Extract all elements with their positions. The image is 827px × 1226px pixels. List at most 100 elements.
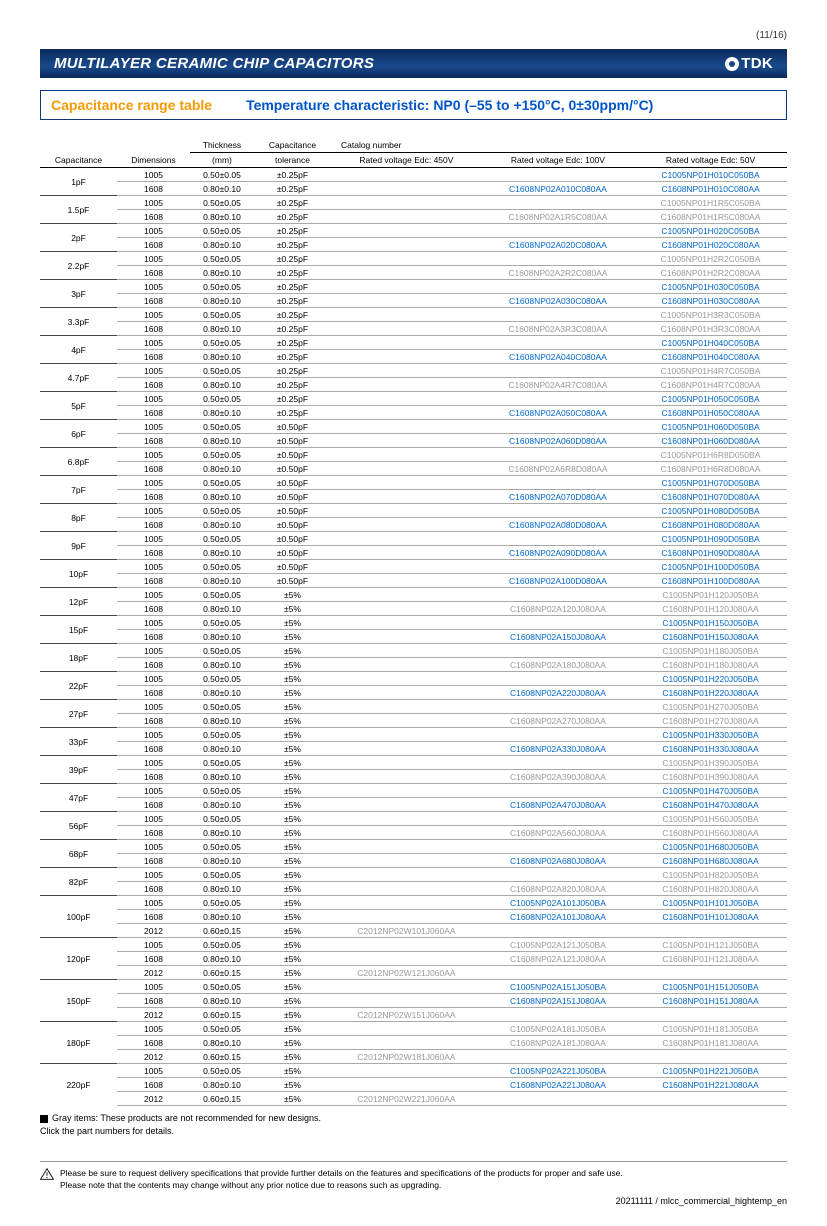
part-50[interactable]: C1005NP01H560J050BA [634,812,787,826]
part-50[interactable]: C1608NP01H390J080AA [634,770,787,784]
part-50[interactable]: C1608NP01H270J080AA [634,714,787,728]
part-50[interactable]: C1608NP01H3R3C080AA [634,322,787,336]
part-100[interactable]: C1608NP02A820J080AA [482,882,634,896]
part-50[interactable]: C1608NP01H180J080AA [634,658,787,672]
part-50[interactable]: C1608NP01H2R2C080AA [634,266,787,280]
part-50[interactable]: C1005NP01H220J050BA [634,672,787,686]
part-50[interactable]: C1608NP01H181J080AA [634,1036,787,1050]
part-50[interactable]: C1005NP01H4R7C050BA [634,364,787,378]
part-50[interactable]: C1005NP01H330J050BA [634,728,787,742]
part-100[interactable]: C1608NP02A040C080AA [482,350,634,364]
part-50[interactable]: C1005NP01H010C050BA [634,168,787,182]
part-100[interactable]: C1005NP02A181J050BA [482,1022,634,1036]
part-50[interactable]: C1608NP01H330J080AA [634,742,787,756]
part-50[interactable]: C1005NP01H090D050BA [634,532,787,546]
part-450[interactable]: C2012NP02W121J060AA [331,966,482,980]
part-50[interactable]: C1005NP01H221J050BA [634,1064,787,1078]
part-50[interactable]: C1608NP01H220J080AA [634,686,787,700]
part-450[interactable]: C2012NP02W221J060AA [331,1092,482,1106]
part-100[interactable]: C1608NP02A390J080AA [482,770,634,784]
part-50[interactable]: C1005NP01H270J050BA [634,700,787,714]
part-100[interactable]: C1608NP02A680J080AA [482,854,634,868]
part-50[interactable]: C1608NP01H151J080AA [634,994,787,1008]
part-50[interactable]: C1005NP01H030C050BA [634,280,787,294]
part-50[interactable]: C1005NP01H100D050BA [634,560,787,574]
part-100[interactable]: C1608NP02A120J080AA [482,602,634,616]
part-50[interactable]: C1608NP01H4R7C080AA [634,378,787,392]
part-50[interactable]: C1005NP01H120J050BA [634,588,787,602]
part-50[interactable]: C1005NP01H121J050BA [634,938,787,952]
part-50[interactable]: C1005NP01H3R3C050BA [634,308,787,322]
part-50[interactable]: C1608NP01H060D080AA [634,434,787,448]
part-50[interactable]: C1608NP01H470J080AA [634,798,787,812]
part-100[interactable]: C1608NP02A3R3C080AA [482,322,634,336]
part-50[interactable]: C1005NP01H680J050BA [634,840,787,854]
part-100[interactable]: C1608NP02A050C080AA [482,406,634,420]
part-100[interactable]: C1608NP02A080D080AA [482,518,634,532]
part-50[interactable]: C1608NP01H121J080AA [634,952,787,966]
part-50[interactable]: C1608NP01H080D080AA [634,518,787,532]
part-450[interactable]: C2012NP02W181J060AA [331,1050,482,1064]
part-50[interactable]: C1608NP01H010C080AA [634,182,787,196]
part-100[interactable]: C1608NP02A100D080AA [482,574,634,588]
part-100[interactable]: C1005NP02A101J050BA [482,896,634,910]
part-50[interactable]: C1608NP01H101J080AA [634,910,787,924]
part-100[interactable]: C1005NP02A121J050BA [482,938,634,952]
part-50[interactable]: C1005NP01H390J050BA [634,756,787,770]
part-50[interactable]: C1005NP01H080D050BA [634,504,787,518]
part-100[interactable]: C1608NP02A060D080AA [482,434,634,448]
part-100[interactable]: C1608NP02A151J080AA [482,994,634,1008]
part-100[interactable]: C1608NP02A560J080AA [482,826,634,840]
part-50[interactable]: C1005NP01H470J050BA [634,784,787,798]
part-100[interactable]: C1608NP02A070D080AA [482,490,634,504]
part-100[interactable]: C1608NP02A030C080AA [482,294,634,308]
part-100[interactable]: C1608NP02A470J080AA [482,798,634,812]
part-100[interactable]: C1608NP02A020C080AA [482,238,634,252]
part-50[interactable]: C1005NP01H151J050BA [634,980,787,994]
part-100[interactable]: C1608NP02A090D080AA [482,546,634,560]
part-100[interactable]: C1608NP02A220J080AA [482,686,634,700]
part-50[interactable]: C1005NP01H150J050BA [634,616,787,630]
part-50[interactable]: C1005NP01H101J050BA [634,896,787,910]
part-50[interactable]: C1608NP01H560J080AA [634,826,787,840]
part-100[interactable]: C1608NP02A010C080AA [482,182,634,196]
part-50[interactable]: C1005NP01H820J050BA [634,868,787,882]
part-50[interactable]: C1608NP01H820J080AA [634,882,787,896]
part-50[interactable]: C1608NP01H030C080AA [634,294,787,308]
part-50[interactable]: C1608NP01H090D080AA [634,546,787,560]
part-50[interactable]: C1608NP01H100D080AA [634,574,787,588]
part-50[interactable]: C1005NP01H040C050BA [634,336,787,350]
part-50[interactable]: C1608NP01H150J080AA [634,630,787,644]
part-50[interactable]: C1608NP01H050C080AA [634,406,787,420]
part-100[interactable]: C1608NP02A221J080AA [482,1078,634,1092]
part-50[interactable]: C1608NP01H070D080AA [634,490,787,504]
part-50[interactable]: C1005NP01H020C050BA [634,224,787,238]
part-100[interactable]: C1608NP02A4R7C080AA [482,378,634,392]
part-100[interactable]: C1608NP02A181J080AA [482,1036,634,1050]
part-100[interactable]: C1608NP02A180J080AA [482,658,634,672]
part-50[interactable]: C1608NP01H1R5C080AA [634,210,787,224]
part-450[interactable]: C2012NP02W101J060AA [331,924,482,938]
part-50[interactable]: C1005NP01H050C050BA [634,392,787,406]
part-50[interactable]: C1005NP01H070D050BA [634,476,787,490]
part-50[interactable]: C1608NP01H020C080AA [634,238,787,252]
part-50[interactable]: C1608NP01H120J080AA [634,602,787,616]
part-50[interactable]: C1005NP01H1R5C050BA [634,196,787,210]
part-50[interactable]: C1608NP01H6R8D080AA [634,462,787,476]
part-100[interactable]: C1608NP02A121J080AA [482,952,634,966]
part-100[interactable]: C1608NP02A330J080AA [482,742,634,756]
part-100[interactable]: C1608NP02A2R2C080AA [482,266,634,280]
part-50[interactable]: C1608NP01H221J080AA [634,1078,787,1092]
part-100[interactable]: C1005NP02A151J050BA [482,980,634,994]
part-50[interactable]: C1005NP01H2R2C050BA [634,252,787,266]
part-100[interactable]: C1608NP02A150J080AA [482,630,634,644]
part-50[interactable]: C1608NP01H680J080AA [634,854,787,868]
part-450[interactable]: C2012NP02W151J060AA [331,1008,482,1022]
part-100[interactable]: C1005NP02A221J050BA [482,1064,634,1078]
part-50[interactable]: C1005NP01H060D050BA [634,420,787,434]
part-50[interactable]: C1005NP01H181J050BA [634,1022,787,1036]
part-50[interactable]: C1005NP01H180J050BA [634,644,787,658]
part-100[interactable]: C1608NP02A101J080AA [482,910,634,924]
part-100[interactable]: C1608NP02A1R5C080AA [482,210,634,224]
part-50[interactable]: C1005NP01H6R8D050BA [634,448,787,462]
